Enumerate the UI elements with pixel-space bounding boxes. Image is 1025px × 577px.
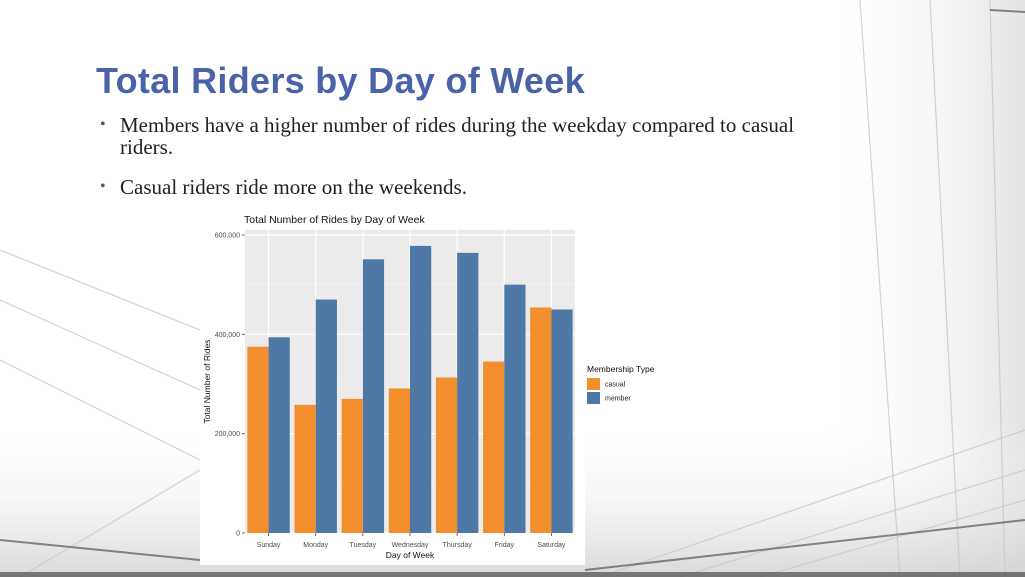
legend-label-member: member	[605, 396, 631, 403]
bar-member	[551, 309, 573, 533]
x-tick-label: Thursday	[443, 542, 473, 549]
bar-chart: 0 200,000 400,000 600,000 Sunday Monday Tuesda…	[202, 214, 575, 560]
bar-member	[268, 337, 290, 533]
y-axis-title: Total Number of Rides	[202, 339, 212, 423]
bar-member	[315, 299, 337, 533]
chart-panel: 0 200,000 400,000 600,000 Sunday Monday Tuesda…	[200, 210, 585, 565]
bar-member	[457, 252, 479, 533]
legend: Membership Type casual member	[587, 364, 655, 404]
legend-label-casual: casual	[605, 382, 626, 389]
y-tick-label: 0	[236, 531, 240, 538]
bar-casual	[388, 388, 410, 533]
slide-title: Total Riders by Day of Week	[96, 60, 585, 101]
x-tick-label: Sunday	[257, 542, 281, 549]
bar-casual	[247, 346, 269, 533]
bullet-dot: •	[100, 178, 106, 195]
x-tick-label: Saturday	[537, 542, 566, 549]
bar-member	[362, 259, 385, 533]
x-tick-label: Monday	[303, 542, 328, 549]
bullet-item: • Casual riders ride more on the weekend…	[100, 176, 820, 198]
bar-member	[504, 284, 526, 533]
bar-casual	[341, 398, 363, 533]
bullet-text: Members have a higher number of rides du…	[120, 113, 795, 159]
bullet-list: • Members have a higher number of rides …	[100, 114, 820, 216]
x-tick-label: Wednesday	[392, 542, 429, 549]
bar-casual	[294, 404, 316, 533]
bullet-text: Casual riders ride more on the weekends.	[120, 175, 467, 199]
legend-title: Membership Type	[587, 364, 655, 374]
bar-casual	[530, 307, 552, 533]
x-axis-title: Day of Week	[386, 550, 435, 560]
chart-title: Total Number of Rides by Day of Week	[244, 214, 425, 226]
bar-casual	[483, 361, 505, 533]
x-tick-label: Friday	[495, 542, 515, 549]
bar-member	[410, 245, 432, 533]
y-tick-label: 400,000	[215, 332, 240, 339]
y-tick-label: 600,000	[215, 232, 240, 239]
bullet-dot: •	[100, 116, 106, 133]
legend-swatch-member	[587, 392, 600, 404]
bullet-item: • Members have a higher number of rides …	[100, 114, 820, 158]
y-tick-label: 200,000	[215, 431, 240, 438]
bar-casual	[435, 377, 458, 533]
x-tick-label: Tuesday	[350, 542, 377, 549]
legend-swatch-casual	[587, 378, 600, 390]
